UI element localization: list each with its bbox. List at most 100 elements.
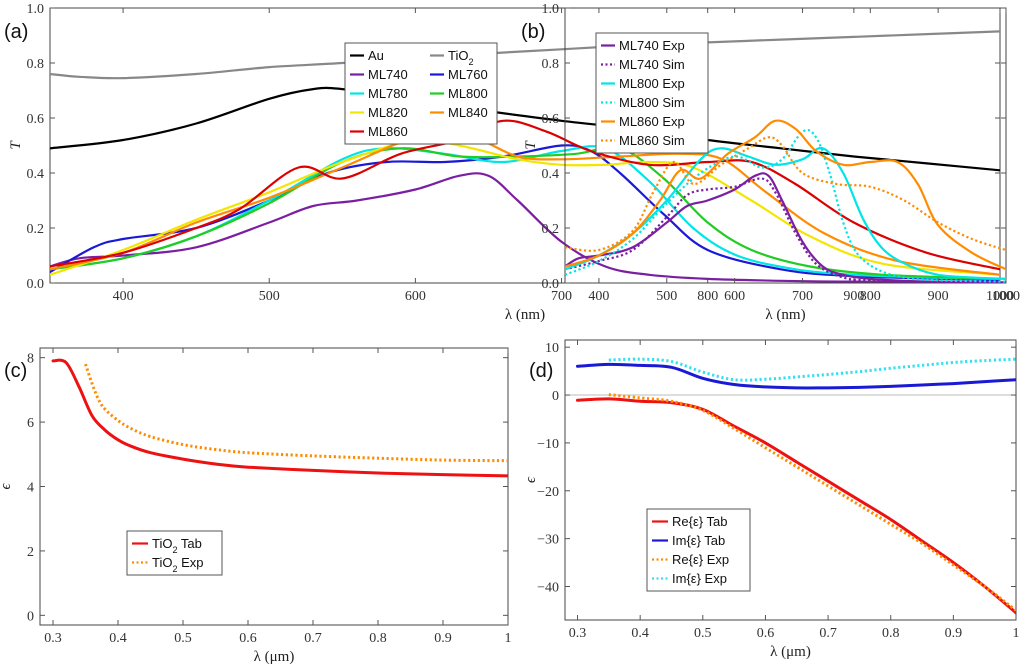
series-line-ml860: [50, 119, 1000, 271]
plot-frame: [564, 7, 1007, 284]
legend-text: Re{ε} Exp: [672, 552, 729, 567]
x-tick-label: 0.9: [434, 631, 452, 646]
y-tick-label: 0: [552, 389, 559, 404]
x-tick-label: 1: [1013, 626, 1020, 641]
y-tick-label: 0.0: [542, 277, 560, 292]
x-tick-label: 900: [928, 289, 949, 304]
legend-box: [344, 42, 498, 145]
x-tick-label: 0.7: [304, 631, 322, 646]
x-tick-label: 800: [860, 289, 881, 304]
legend-suffix: Exp: [177, 555, 203, 570]
y-axis-title: T: [523, 140, 539, 150]
y-tick-label: 0.8: [27, 57, 45, 72]
panel-a: 400 500 600 700 800 900 10000.00.20.40.60.81.0…: [4, 2, 1014, 323]
x-tick-label: 500: [656, 289, 677, 304]
y-tick-label: −30: [537, 533, 559, 548]
series-line-tio: [51, 358, 508, 478]
x-tick-label: 0.4: [631, 626, 649, 641]
x-tick-label: 800: [697, 289, 718, 304]
panel-b: 400 500 600 700 800 900 10000.00.20.40.60.81.0…: [521, 2, 1020, 323]
legend-label: Re{ε} Tab: [672, 514, 727, 529]
series-line-im-exp: [608, 357, 1016, 382]
series-line-ml860-exp: [565, 119, 1006, 271]
series-line-ml760: [50, 144, 1000, 282]
x-tick-label: 700: [792, 289, 813, 304]
legend-label: ML800 Sim: [619, 95, 685, 110]
x-tick-label: 0.5: [694, 626, 712, 641]
legend: Re{ε} Tab Im{ε} Tab Re{ε} Exp Im{ε} Exp: [646, 508, 751, 592]
y-tick-label: −10: [537, 437, 559, 452]
legend-subscript: 2: [172, 564, 177, 574]
panel-label: (c): [4, 360, 27, 382]
x-tick-label: 600: [405, 289, 426, 304]
legend-text: ML760: [448, 67, 488, 82]
series-line-re-tab: [576, 397, 1016, 615]
legend-suffix: Tab: [177, 536, 201, 551]
x-axis-title: λ (μm): [254, 649, 295, 665]
series-group: [565, 119, 1006, 283]
x-tick-label: 600: [724, 289, 745, 304]
x-tick-label: 0.6: [239, 631, 257, 646]
y-tick-label: 0.8: [542, 57, 560, 72]
legend: ML740 Exp ML740 Sim ML800 Exp ML800 Sim ML86…: [595, 32, 709, 154]
y-tick-label: 10: [545, 341, 559, 356]
legend-label: TiO2 Tab: [152, 536, 202, 555]
x-tick-label: 0.7: [819, 626, 837, 641]
legend: Au TiO2 ML740 ML760 ML780 ML800 ML820 ML840 ML86…: [344, 42, 498, 145]
series-group: [51, 358, 508, 478]
legend-label: TiO2: [448, 48, 473, 67]
legend-text: Re{ε} Tab: [672, 514, 727, 529]
legend-box: [646, 508, 751, 592]
legend-text: ML800 Exp: [619, 76, 685, 91]
panel-label: (b): [521, 21, 545, 43]
legend-text: ML840: [448, 105, 488, 120]
legend-label: Re{ε} Exp: [672, 552, 729, 567]
x-tick-label: 0.8: [369, 631, 387, 646]
y-tick-label: 0.6: [542, 112, 560, 127]
series-group: [576, 357, 1016, 615]
series-line-tio: [84, 363, 508, 463]
x-tick-label: 0.4: [109, 631, 127, 646]
legend-text: TiO: [448, 48, 468, 63]
y-tick-label: 0: [27, 609, 34, 624]
legend-text: ML820: [368, 105, 408, 120]
x-tick-label: 1000: [986, 289, 1014, 304]
x-tick-label: 1000: [992, 289, 1020, 304]
panel-c: 0.3 0.4 0.5 0.6 0.7 0.8 0.9 1 0 2 4 6 8 λ (μm) ϵ (c) TiO…: [0, 347, 512, 665]
y-tick-label: 0.6: [27, 112, 45, 127]
series-line-ml860-sim: [565, 136, 1006, 252]
legend-text: Im{ε} Exp: [672, 571, 727, 586]
series-line-im-tab: [576, 362, 1016, 390]
legend-text: ML800 Sim: [619, 95, 685, 110]
y-tick-label: −20: [537, 485, 559, 500]
panel-d: 0.3 0.4 0.5 0.6 0.7 0.8 0.9 1 10 0 −10 −20 −30 −40 λ (…: [523, 339, 1020, 660]
legend-box: [126, 530, 223, 576]
y-tick-label: 1.0: [542, 2, 560, 17]
series-line-ml740-exp: [565, 172, 1006, 283]
x-tick-label: 500: [259, 289, 280, 304]
x-axis-title: λ (μm): [770, 644, 811, 660]
legend-label: ML860 Exp: [619, 114, 685, 129]
y-tick-label: 1.0: [27, 2, 45, 17]
panel-label: (d): [529, 360, 553, 382]
x-tick-label: 0.3: [569, 626, 587, 641]
y-tick-label: 0.2: [27, 222, 45, 237]
plot-frame: [564, 339, 1017, 621]
y-tick-label: 4: [27, 481, 34, 496]
legend-text: ML740: [368, 67, 408, 82]
legend-label: Im{ε} Tab: [672, 533, 725, 548]
y-tick-label: −40: [537, 580, 559, 595]
legend-label: ML760: [448, 67, 488, 82]
y-axis-title: ϵ: [0, 483, 14, 490]
series-line-ml800: [50, 146, 1000, 280]
series-group: [50, 30, 1000, 283]
panel-label: (a): [4, 21, 28, 43]
legend-text: ML860 Sim: [619, 133, 685, 148]
plot-frame: [49, 7, 1001, 284]
y-tick-label: 0.2: [542, 222, 560, 237]
x-axis-title: λ (nm): [505, 307, 545, 323]
legend-subscript: 2: [172, 545, 177, 555]
legend-label: ML740 Sim: [619, 57, 685, 72]
